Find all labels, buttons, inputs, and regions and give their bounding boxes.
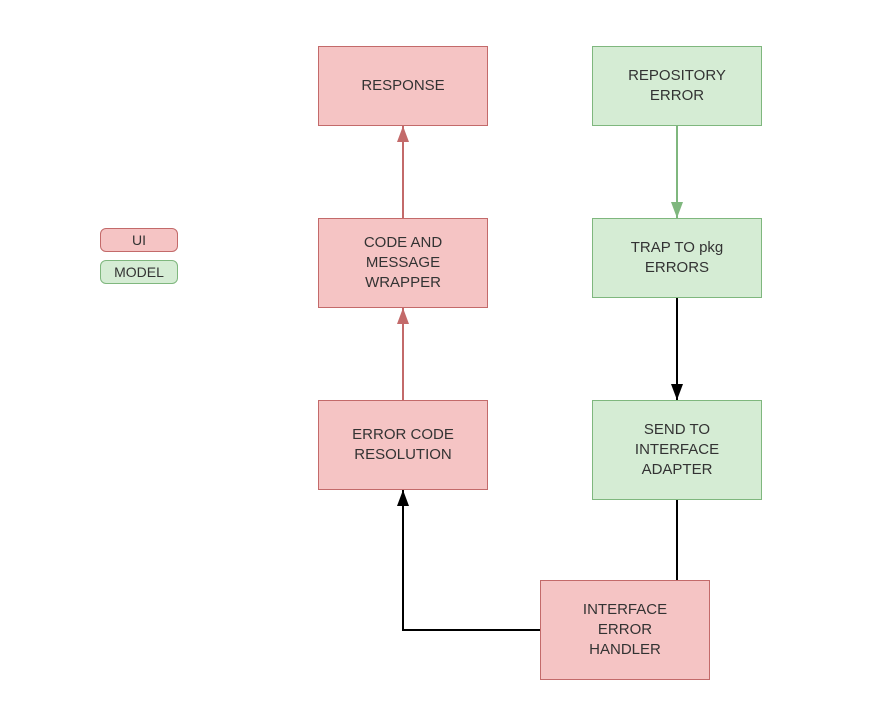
node-label: ERROR CODERESOLUTION xyxy=(352,425,454,466)
node-code-message-wrapper: CODE ANDMESSAGEWRAPPER xyxy=(318,218,488,308)
legend-ui-swatch: UI xyxy=(100,228,178,252)
node-trap-to-pkg-errors: TRAP TO pkgERRORS xyxy=(592,218,762,298)
node-label: TRAP TO pkgERRORS xyxy=(631,238,724,279)
node-label: CODE ANDMESSAGEWRAPPER xyxy=(364,233,442,294)
node-repository-error: REPOSITORYERROR xyxy=(592,46,762,126)
node-response: RESPONSE xyxy=(318,46,488,126)
legend-model-swatch: MODEL xyxy=(100,260,178,284)
flowchart-diagram: UI MODEL RESPONSE REPOSITORYERROR CODE A… xyxy=(0,0,888,728)
node-send-to-interface-adapter: SEND TOINTERFACEADAPTER xyxy=(592,400,762,500)
node-label: RESPONSE xyxy=(361,76,444,96)
node-interface-error-handler: INTERFACEERRORHANDLER xyxy=(540,580,710,680)
node-label: INTERFACEERRORHANDLER xyxy=(583,600,667,661)
node-error-code-resolution: ERROR CODERESOLUTION xyxy=(318,400,488,490)
node-label: REPOSITORYERROR xyxy=(628,66,726,107)
node-label: SEND TOINTERFACEADAPTER xyxy=(635,420,719,481)
